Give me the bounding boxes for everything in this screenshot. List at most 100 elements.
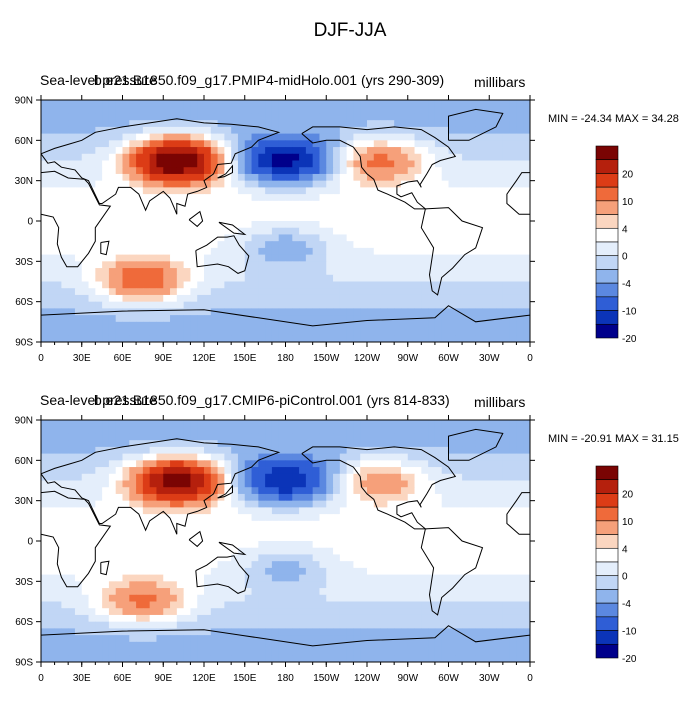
field-cell	[48, 561, 55, 568]
field-cell	[272, 608, 279, 615]
field-cell	[75, 275, 82, 282]
field-cell	[75, 268, 82, 275]
field-cell	[401, 255, 408, 262]
field-cell	[211, 467, 218, 474]
field-cell	[41, 241, 48, 248]
field-cell	[68, 474, 75, 481]
field-cell	[313, 427, 320, 434]
field-cell	[360, 554, 367, 561]
field-cell	[469, 615, 476, 622]
field-cell	[408, 622, 415, 629]
field-cell	[367, 474, 374, 481]
field-cell	[516, 322, 523, 329]
field-cell	[272, 302, 279, 309]
field-cell	[360, 581, 367, 588]
field-cell	[190, 167, 197, 174]
field-cell	[360, 528, 367, 535]
field-cell	[367, 554, 374, 561]
field-cell	[442, 568, 449, 575]
field-cell	[204, 521, 211, 528]
field-cell	[109, 440, 116, 447]
field-cell	[197, 622, 204, 629]
field-cell	[82, 228, 89, 235]
field-cell	[150, 181, 157, 188]
field-cell	[224, 501, 231, 508]
field-cell	[170, 487, 177, 494]
field-cell	[279, 248, 286, 255]
field-cell	[394, 120, 401, 127]
field-cell	[82, 548, 89, 555]
lat-tick-label: 90S	[15, 338, 33, 349]
field-cell	[109, 315, 116, 322]
field-cell	[449, 187, 456, 194]
field-cell	[299, 161, 306, 168]
field-cell	[381, 120, 388, 127]
field-cell	[170, 507, 177, 514]
field-cell	[516, 534, 523, 541]
field-cell	[476, 575, 483, 582]
field-cell	[442, 127, 449, 134]
field-cell	[476, 288, 483, 295]
field-cell	[238, 581, 245, 588]
field-cell	[455, 507, 462, 514]
field-cell	[224, 322, 231, 329]
field-cell	[489, 521, 496, 528]
field-cell	[224, 507, 231, 514]
field-cell	[428, 507, 435, 514]
field-cell	[313, 554, 320, 561]
field-cell	[286, 228, 293, 235]
field-cell	[102, 194, 109, 201]
field-cell	[184, 615, 191, 622]
field-cell	[476, 487, 483, 494]
field-cell	[401, 221, 408, 228]
field-cell	[95, 602, 102, 609]
field-cell	[272, 261, 279, 268]
field-cell	[48, 154, 55, 161]
field-cell	[353, 241, 360, 248]
field-cell	[197, 288, 204, 295]
field-cell	[197, 255, 204, 262]
field-cell	[510, 454, 517, 461]
field-cell	[190, 140, 197, 147]
field-cell	[272, 161, 279, 168]
field-cell	[435, 322, 442, 329]
field-cell	[401, 234, 408, 241]
field-cell	[116, 622, 123, 629]
field-cell	[95, 322, 102, 329]
field-cell	[333, 161, 340, 168]
field-cell	[129, 107, 136, 114]
field-cell	[394, 322, 401, 329]
field-cell	[129, 528, 136, 535]
field-cell	[272, 548, 279, 555]
field-cell	[218, 113, 225, 120]
field-cell	[326, 575, 333, 582]
field-cell	[109, 602, 116, 609]
field-cell	[469, 561, 476, 568]
field-cell	[482, 581, 489, 588]
field-cell	[482, 295, 489, 302]
field-cell	[442, 548, 449, 555]
field-cell	[415, 120, 422, 127]
field-cell	[313, 248, 320, 255]
field-cell	[95, 608, 102, 615]
field-cell	[333, 433, 340, 440]
field-cell	[184, 241, 191, 248]
field-cell	[184, 481, 191, 488]
field-cell	[353, 308, 360, 315]
field-cell	[265, 534, 272, 541]
field-cell	[510, 541, 517, 548]
field-cell	[252, 554, 259, 561]
field-cell	[143, 335, 150, 342]
field-cell	[150, 221, 157, 228]
field-cell	[367, 440, 374, 447]
field-cell	[482, 329, 489, 336]
field-cell	[326, 454, 333, 461]
field-cell	[401, 174, 408, 181]
field-cell	[109, 208, 116, 215]
field-cell	[265, 581, 272, 588]
field-cell	[381, 268, 388, 275]
field-cell	[455, 521, 462, 528]
field-cell	[177, 295, 184, 302]
field-cell	[313, 308, 320, 315]
field-cell	[156, 201, 163, 208]
